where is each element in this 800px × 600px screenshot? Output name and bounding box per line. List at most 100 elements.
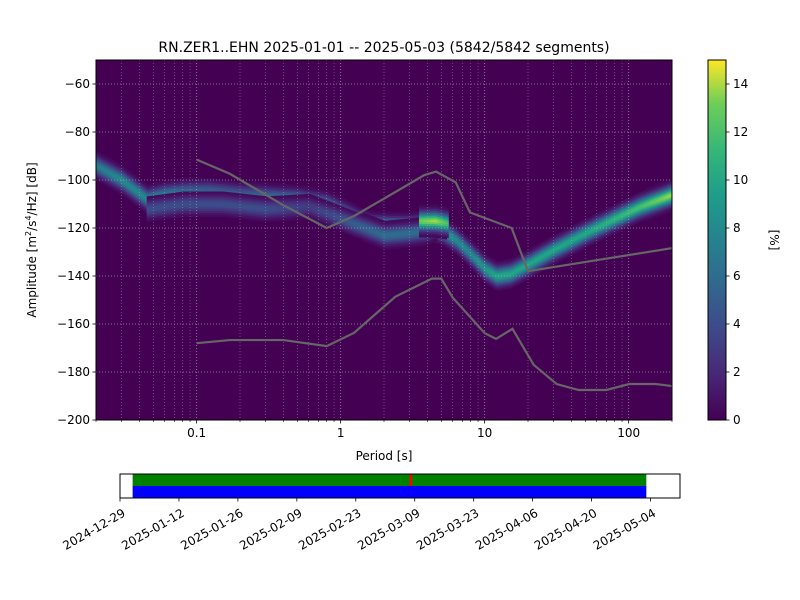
psd-cell [564, 237, 567, 240]
psd-cell [621, 225, 624, 229]
psd-cell [97, 163, 100, 167]
psd-cell [166, 189, 169, 192]
psd-cell [512, 282, 515, 286]
psd-cell [636, 201, 639, 204]
psd-cell [491, 276, 494, 279]
psd-cell [529, 248, 532, 251]
psd-cell [450, 223, 453, 227]
psd-cell [448, 228, 451, 231]
psd-cell [287, 193, 290, 197]
psd-cell [222, 187, 225, 190]
psd-cell [149, 184, 152, 187]
psd-cell [654, 211, 657, 214]
psd-cell [612, 220, 615, 223]
psd-cell [137, 191, 140, 194]
psd-cell [358, 207, 361, 210]
psd-cell [282, 185, 285, 188]
psd-cell [128, 177, 131, 180]
psd-cell [142, 197, 145, 200]
psd-cell [101, 171, 104, 174]
psd-cell [115, 179, 118, 182]
psd-cell [555, 257, 558, 260]
psd-cell [474, 261, 477, 264]
psd-cell [502, 260, 505, 263]
psd-cell [654, 190, 657, 193]
psd-cell [403, 215, 406, 218]
psd-cell [363, 211, 366, 214]
psd-cell [541, 260, 544, 264]
psd-cell [317, 195, 320, 199]
psd-cell [149, 187, 152, 191]
psd-cell [541, 251, 544, 254]
psd-cell [351, 207, 354, 210]
psd-cell [543, 265, 546, 269]
psd-cell [538, 262, 541, 266]
psd-cell [134, 190, 137, 193]
psd-cell [451, 230, 455, 234]
psd-cell [636, 203, 639, 206]
psd-cell [483, 262, 486, 265]
psd-cell [477, 258, 481, 262]
psd-cell [555, 260, 558, 264]
psd-cell [612, 210, 615, 214]
psd-cell [405, 213, 408, 216]
psd-cell [242, 187, 246, 191]
psd-cell [585, 226, 588, 229]
psd-cell [178, 181, 182, 185]
psd-cell [464, 247, 467, 250]
psd-cell [256, 191, 259, 194]
psd-cell [102, 176, 106, 179]
psd-cell [251, 188, 254, 192]
psd-cell [187, 177, 190, 180]
psd-cell [593, 229, 596, 232]
psd-cell [465, 235, 468, 238]
psd-cell [572, 230, 576, 233]
psd-cell [455, 246, 458, 249]
psd-cell [457, 232, 460, 236]
psd-cell [470, 263, 474, 266]
psd-cell [548, 237, 551, 241]
psd-cell [227, 180, 230, 183]
psd-cell [655, 195, 658, 198]
psd-cell [225, 180, 228, 183]
psd-cell [640, 191, 643, 195]
psd-cell [308, 190, 311, 193]
psd-cell [113, 168, 116, 172]
psd-cell [256, 185, 259, 188]
psd-cell [97, 169, 100, 172]
psd-cell [481, 268, 484, 271]
psd-cell [650, 216, 653, 220]
psd-cell [495, 272, 498, 275]
psd-cell [273, 190, 277, 194]
psd-cell [232, 186, 235, 190]
psd-cell [132, 183, 135, 186]
psd-cell [541, 264, 544, 268]
psd-cell [448, 220, 451, 224]
psd-cell [610, 217, 614, 220]
psd-cell [655, 199, 658, 202]
psd-cell [628, 205, 631, 208]
psd-cell [201, 184, 204, 187]
psd-cell [118, 187, 121, 190]
psd-cell [139, 190, 142, 193]
psd-cell [636, 206, 639, 210]
psd-cell [337, 195, 341, 198]
psd-cell [185, 187, 188, 190]
psd-cell [277, 190, 280, 194]
psd-cell [460, 251, 463, 254]
psd-cell [567, 254, 570, 257]
psd-cell [272, 192, 275, 195]
psd-cell [496, 265, 500, 268]
psd-cell [481, 266, 484, 269]
psd-cell [197, 184, 201, 187]
psd-cell [526, 252, 529, 255]
psd-cell [268, 186, 271, 189]
psd-cell [583, 244, 586, 247]
psd-cell [536, 260, 539, 263]
psd-cell [479, 272, 482, 275]
psd-cell [102, 162, 106, 166]
psd-cell [242, 191, 246, 195]
psd-cell [180, 187, 183, 190]
psd-cell [569, 247, 572, 251]
psd-cell [132, 189, 135, 192]
